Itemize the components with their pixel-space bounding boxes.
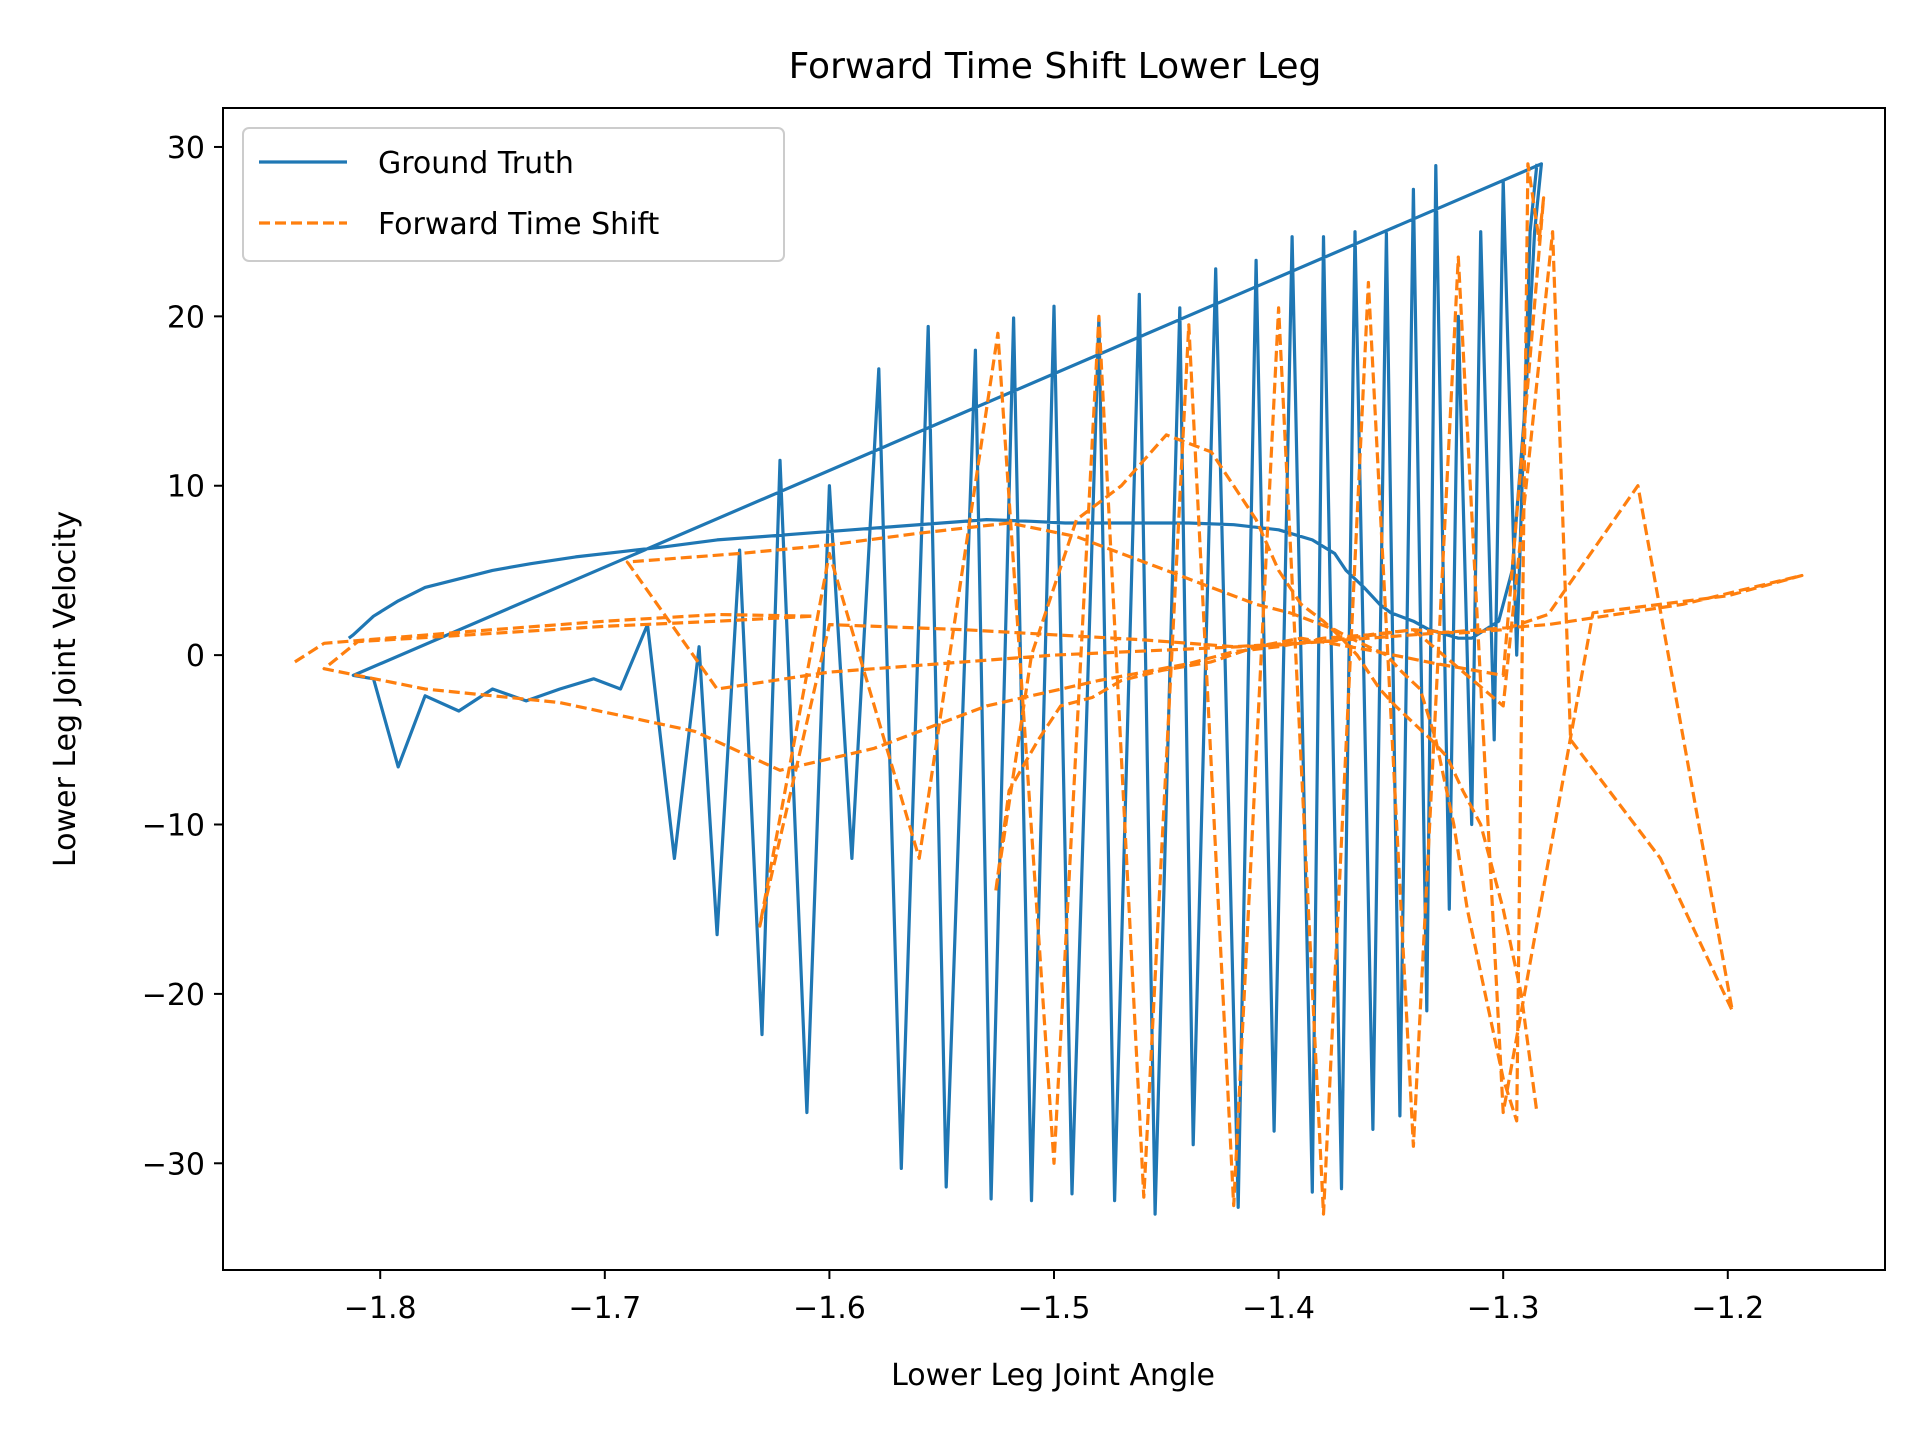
legend-label: Ground Truth [378,146,574,181]
y-tick-label: 20 [167,300,205,335]
x-tick-label: −1.7 [568,1291,641,1326]
chart-title: Forward Time Shift Lower Leg [789,46,1322,87]
x-tick-label: −1.4 [1242,1291,1315,1326]
series-layer [294,162,1804,1216]
y-tick-label: −10 [142,809,205,844]
legend-box [242,127,785,262]
legend: Ground Truth Forward Time Shift [242,127,785,262]
x-axis: −1.8 −1.7 −1.6 −1.5 −1.4 −1.3 −1.2 [344,1270,1764,1326]
x-tick-label: −1.3 [1467,1291,1540,1326]
series-line-forward-time-shift [294,162,1804,1216]
legend-label: Forward Time Shift [378,207,660,242]
series-line-ground-truth [347,162,1544,1216]
y-tick-label: 10 [167,470,205,505]
y-axis-label: Lower Leg Joint Velocity [48,511,83,867]
y-tick-label: 0 [186,639,205,674]
y-tick-label: −30 [142,1147,205,1182]
x-axis-label: Lower Leg Joint Angle [891,1358,1215,1393]
y-tick-label: −20 [142,978,205,1013]
y-axis: 30 20 10 0 −10 −20 −30 [142,131,223,1182]
x-tick-label: −1.5 [1018,1291,1091,1326]
y-tick-label: 30 [167,131,205,166]
plot-frame [222,107,1886,1271]
x-tick-label: −1.8 [344,1291,417,1326]
x-tick-label: −1.2 [1691,1291,1764,1326]
x-tick-label: −1.6 [793,1291,866,1326]
